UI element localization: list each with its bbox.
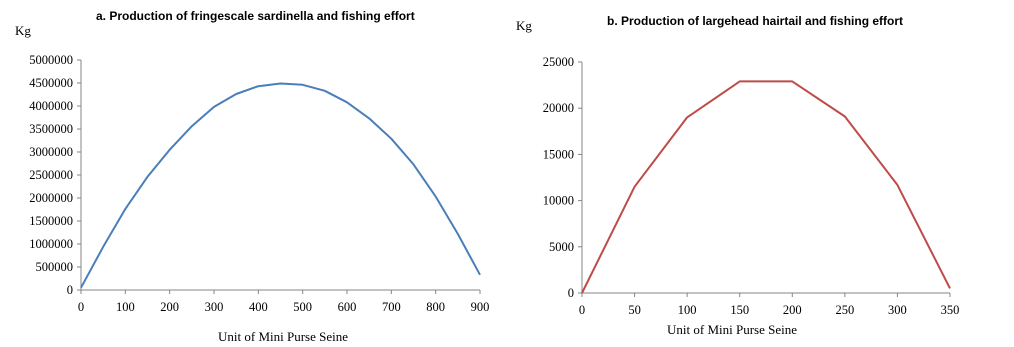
chart-panel-b: b. Production of largehead hairtail and … (500, 0, 1014, 347)
chart-a-x-tick-label: 500 (293, 300, 312, 314)
chart-panel-a: a. Production of fringescale sardinella … (0, 0, 500, 347)
chart-b-x-tick-label: 200 (783, 303, 802, 317)
chart-b-y-tick-label: 20000 (543, 101, 574, 115)
chart-b-x-tick-label: 0 (579, 303, 585, 317)
chart-b-series-line (581, 80, 951, 294)
chart-a-y-tick-label: 500000 (36, 260, 74, 274)
chart-a-x-tick-label: 900 (471, 300, 490, 314)
chart-a-x-tick-label: 600 (338, 300, 357, 314)
chart-a-y-tick-label: 2500000 (29, 168, 73, 182)
chart-b-x-tick-label: 300 (888, 303, 907, 317)
chart-a-y-tick-label: 1500000 (29, 214, 73, 228)
chart-a-y-tick-label: 4500000 (29, 76, 73, 90)
chart-a-y-tick-label: 0 (67, 283, 73, 297)
chart-a-y-tick-label: 4000000 (29, 99, 73, 113)
chart-b-y-tick-label: 5000 (549, 240, 574, 254)
chart-a-series-line (80, 82, 481, 289)
chart-b-title: b. Production of largehead hairtail and … (607, 14, 903, 28)
chart-b-y-tick-label: 10000 (543, 194, 574, 208)
chart-b-x-tick-label: 100 (678, 303, 697, 317)
chart-a-y-tick-label: 3000000 (29, 145, 73, 159)
chart-b: b. Production of largehead hairtail and … (516, 14, 960, 337)
chart-b-y-tick-label: 25000 (543, 55, 574, 69)
chart-a-title: a. Production of fringescale sardinella … (96, 9, 415, 23)
chart-a-y-tick-label: 5000000 (29, 53, 73, 67)
chart-a-x-axis-label: Unit of Mini Purse Seine (218, 329, 348, 344)
chart-b-x-tick-label: 350 (941, 303, 960, 317)
chart-a-x-tick-label: 700 (382, 300, 401, 314)
chart-a-y-tick-label: 3500000 (29, 122, 73, 136)
chart-a-x-tick-label: 100 (116, 300, 135, 314)
chart-a-x-tick-label: 300 (205, 300, 224, 314)
chart-a-y-unit: Kg (15, 23, 31, 38)
chart-a-x-tick-label: 800 (426, 300, 445, 314)
chart-b-x-tick-label: 50 (628, 303, 641, 317)
chart-b-y-tick-label: 15000 (543, 147, 574, 161)
chart-b-y-tick-label: 0 (568, 286, 574, 300)
chart-b-x-tick-label: 150 (730, 303, 749, 317)
chart-a-x-tick-label: 400 (249, 300, 268, 314)
chart-b-y-unit: Kg (516, 18, 532, 33)
chart-b-x-axis-label: Unit of Mini Purse Seine (667, 322, 797, 337)
chart-b-x-tick-label: 250 (835, 303, 854, 317)
chart-a: a. Production of fringescale sardinella … (15, 9, 490, 344)
chart-a-y-tick-label: 2000000 (29, 191, 73, 205)
chart-a-x-tick-label: 200 (160, 300, 179, 314)
chart-a-x-tick-label: 0 (78, 300, 84, 314)
chart-a-y-tick-label: 1000000 (29, 237, 73, 251)
